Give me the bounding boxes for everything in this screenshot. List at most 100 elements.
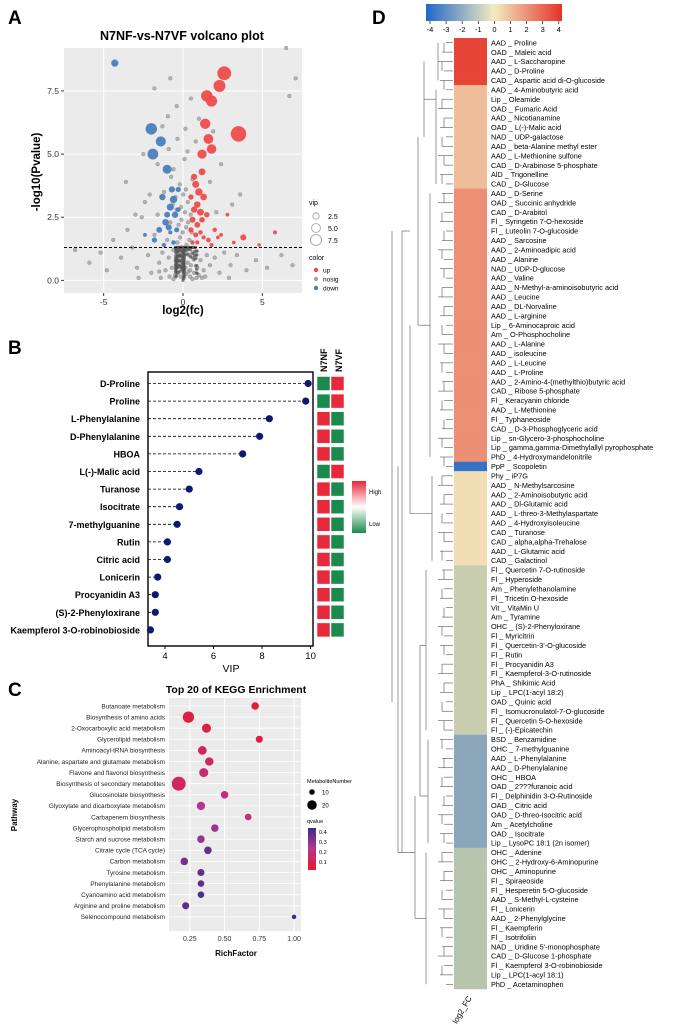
volcano-point-nosig bbox=[190, 277, 195, 282]
heatmap-cell bbox=[454, 207, 487, 218]
vip-n7vf-cell bbox=[330, 622, 345, 638]
volcano-point-nosig bbox=[226, 275, 232, 280]
heatmap-row-label: AAD _ DL-Norvaline bbox=[491, 302, 557, 311]
heatmap-row-label: AAD _ L-threo-3-Methylaspartate bbox=[491, 509, 598, 518]
legend-vip-circle bbox=[311, 223, 321, 233]
heatmap-cell bbox=[454, 923, 487, 933]
legend-color-label: down bbox=[323, 286, 339, 293]
vip-xtick-label: 4 bbox=[162, 651, 167, 662]
heatmap-row-label: Fl _ Isomucronulatol-7-O-glucoside bbox=[491, 707, 605, 716]
volcano-point-nosig bbox=[174, 104, 179, 109]
heatmap-cell bbox=[454, 697, 487, 707]
heatmap-cell bbox=[454, 734, 487, 745]
legend-color-label: nosig bbox=[323, 277, 339, 284]
vip-n7vf-cell bbox=[330, 569, 345, 585]
legend-vip-value: 7.5 bbox=[328, 238, 338, 245]
heatmap-cell bbox=[454, 819, 487, 830]
heatmap-row-label: AAD _ 4-Hydroxyisoleucine bbox=[491, 519, 580, 528]
colorbar-tick-label: 4 bbox=[557, 25, 561, 34]
legend-vip-value: 5.0 bbox=[328, 226, 338, 233]
heatmap-cell bbox=[454, 537, 487, 547]
heatmap-row-label: Fl _ Syringetin 7-O-hexoside bbox=[491, 217, 583, 226]
volcano-title: N7NF-vs-N7VF volcano plot bbox=[100, 29, 265, 43]
volcano-point-up bbox=[216, 235, 220, 240]
heatmap-row-label: AAD _ beta-Alanine methyl ester bbox=[491, 142, 597, 151]
vip-n7vf-cell bbox=[330, 605, 345, 620]
volcano-point-up bbox=[193, 232, 199, 238]
heatmap-cell bbox=[454, 311, 487, 321]
heatmap-cell bbox=[454, 56, 487, 67]
panel-letter-c: C bbox=[8, 680, 22, 701]
heatmap-row-label: Fl _ Kaempferol-3-O-rutinoside bbox=[491, 669, 591, 678]
volcano-point-up bbox=[217, 66, 232, 81]
volcano-point-nosig bbox=[179, 258, 183, 262]
heatmap-row-label: Fl _ Delphinidin 3-O-Rutinoside bbox=[491, 792, 592, 801]
volcano-point-nosig bbox=[160, 124, 165, 129]
heatmap-cell bbox=[454, 122, 487, 133]
heatmap-row-label: CAD _ D-Arabinose 5-phosphate bbox=[491, 161, 598, 170]
vip-row-label: Lonicerin bbox=[99, 573, 140, 583]
kegg-point bbox=[291, 914, 297, 920]
vip-n7vf-cell bbox=[330, 552, 345, 567]
vip-row-label: Kaempferol 3-O-robinobioside bbox=[10, 625, 140, 635]
heatmap-row-label: Fl _ Hesperetin 5-O-glucoside bbox=[491, 886, 588, 895]
volcano-point-nosig bbox=[188, 96, 193, 101]
heatmap-row-label: Fl _ Quercetin 7-O-rutinoside bbox=[491, 566, 585, 575]
vip-n7nf-cell bbox=[316, 393, 331, 409]
legend-color-dot bbox=[313, 285, 319, 291]
volcano-point-nosig bbox=[139, 215, 144, 220]
heatmap-cell bbox=[454, 876, 487, 886]
kegg-pathway-label: Phenylalanine metabolism bbox=[90, 881, 165, 888]
heatmap-cell bbox=[454, 885, 487, 896]
kegg-point bbox=[180, 857, 189, 866]
legend-qvalue-bar bbox=[308, 828, 316, 870]
vip-col-header-n7vf: N7VF bbox=[334, 348, 344, 372]
volcano-point-up bbox=[188, 194, 194, 200]
heatmap-cell bbox=[454, 471, 487, 481]
heatmap-row-label: AAD _ L-Saccharopine bbox=[491, 57, 565, 66]
volcano-point-down bbox=[166, 203, 174, 211]
legend-qvalue-title: qvalue bbox=[307, 819, 323, 825]
kegg-point bbox=[244, 813, 252, 821]
heatmap-row-label: OHC _ Adenine bbox=[491, 848, 542, 857]
kegg-point bbox=[220, 791, 229, 799]
volcano-legend: vip color 2.5 5.0 7.5 up nosig down bbox=[309, 200, 339, 293]
vip-xlabel: VIP bbox=[223, 663, 240, 675]
heatmap-row-label: PhD _ Acetaminophen bbox=[491, 980, 564, 989]
volcano-point-nosig bbox=[185, 200, 190, 205]
heatmap-row-label: Fl _ Quercetin 5-O-hexoside bbox=[491, 716, 583, 725]
heatmap-cell bbox=[454, 198, 487, 208]
heatmap-row-label: AlD _ Trigonelline bbox=[491, 170, 548, 179]
heatmap-row-label: CAD _ D-Arabitol bbox=[491, 208, 547, 217]
heatmap-cell bbox=[454, 527, 487, 538]
vip-plot: D-Proline Proline L-Phenylalanine D-Phenyla… bbox=[10, 348, 381, 675]
volcano-xtick-label: 5 bbox=[260, 297, 265, 307]
kegg-xtick-label: 0.50 bbox=[218, 936, 232, 943]
vip-n7nf-cell bbox=[316, 605, 331, 620]
heatmap-cell bbox=[454, 169, 487, 180]
heatmap-row-label: AAD _ Sarcosine bbox=[491, 236, 547, 245]
vip-n7nf-cell bbox=[316, 569, 331, 585]
vip-dot bbox=[302, 397, 310, 405]
heatmap-cell bbox=[454, 367, 487, 378]
heatmap-row-label: Fl _ Keracyanin chloride bbox=[491, 396, 569, 405]
heatmap-cell bbox=[454, 245, 487, 255]
kegg-pathway-label: Glycerolipid metabolism bbox=[97, 737, 165, 744]
heatmap-cell bbox=[454, 659, 487, 670]
volcano-point-nosig bbox=[169, 174, 174, 179]
volcano-plot: N7NF-vs-N7VF volcano plot -5 0 5 0.0 2.5 5.0 7… bbox=[31, 29, 339, 317]
heatmap-cell bbox=[454, 979, 487, 990]
heatmap-row-label: CAD _ Galactinol bbox=[491, 556, 547, 565]
heatmap-cell bbox=[454, 763, 487, 773]
heatmap-cell bbox=[454, 706, 487, 717]
legend-qvalue-tick: 0.3 bbox=[319, 840, 327, 846]
heatmap-row-label: Fl _ Procyanidin A3 bbox=[491, 660, 554, 669]
volcano-point-nosig bbox=[165, 237, 170, 243]
heatmap-row-label: Fl _ Luteolin 7-O-glucoside bbox=[491, 227, 578, 236]
kegg-pathway-label: Glucosinolate biosynthesis bbox=[89, 792, 165, 799]
volcano-point-nosig bbox=[186, 252, 190, 256]
kegg-point bbox=[199, 768, 209, 778]
heatmap-row-label: AAD _ N-Methylsarcosine bbox=[491, 481, 575, 490]
